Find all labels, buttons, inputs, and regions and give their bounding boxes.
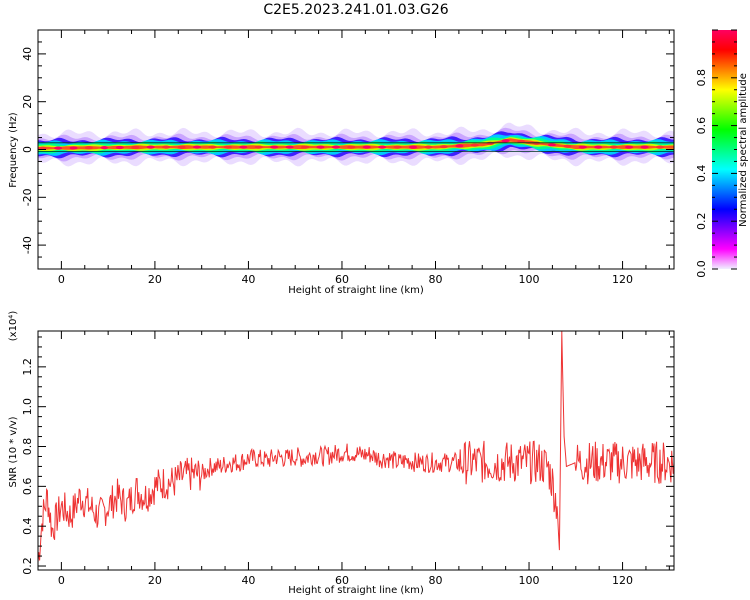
y-tick-label: 20 — [21, 95, 34, 109]
x-tick-label: 0 — [58, 273, 65, 286]
band-hotspot — [455, 144, 464, 148]
band-hotspot — [486, 141, 495, 145]
y-tick-label: 0 — [21, 146, 34, 153]
band-hotspot — [208, 145, 217, 149]
figure-title: C2E5.2023.241.01.03.G26 — [263, 2, 448, 18]
colorbar: 0.0 0.2 0.4 0.6 0.8 Normalized spectral ampl… — [695, 29, 749, 278]
snr-line-group — [37, 330, 675, 563]
band-hotspot — [146, 145, 155, 149]
snr-scale-label: (x10⁴) — [8, 311, 19, 342]
band-hotspot — [177, 145, 186, 149]
band-hotspot — [131, 145, 140, 149]
snr-series-line — [37, 330, 675, 563]
spectrogram-y-ticks: 40 20 0 -20 -40 — [21, 29, 674, 270]
x-tick-label: 60 — [335, 273, 349, 286]
colorbar-label: Normalized spectral amplitude — [738, 73, 749, 227]
snr-background — [38, 331, 674, 570]
x-tick-label: 40 — [241, 574, 255, 587]
band-hotspot — [223, 145, 232, 149]
band-hotspot — [100, 146, 109, 150]
x-tick-label: 40 — [241, 273, 255, 286]
spectrogram-panel: 0 20 40 60 80 100 120 40 20 0 -20 -40 Height of st… — [8, 29, 675, 296]
band-hotspot — [347, 145, 356, 149]
band-hotspot — [547, 143, 556, 147]
colorbar-ticks: 0.0 0.2 0.4 0.6 0.8 — [695, 29, 737, 278]
x-tick-label: 80 — [429, 273, 443, 286]
band-hotspot — [517, 139, 526, 143]
colorbar-tick-label: 0.0 — [695, 260, 708, 278]
x-tick-label: 120 — [612, 574, 633, 587]
colorbar-tick-label: 0.8 — [695, 69, 708, 87]
band-hotspot — [439, 145, 448, 149]
x-tick-label: 20 — [148, 574, 162, 587]
colorbar-tick-label: 0.2 — [695, 212, 708, 230]
band-hotspot — [362, 145, 371, 149]
y-tick-label: -20 — [21, 188, 34, 206]
band-hotspot — [609, 145, 618, 149]
x-tick-label: 20 — [148, 273, 162, 286]
snr-x-ticks: 0 20 40 60 80 100 120 — [37, 331, 670, 587]
y-tick-label: 0.4 — [21, 517, 34, 535]
band-hotspot — [594, 145, 603, 149]
band-hotspot — [69, 146, 78, 150]
x-tick-label: 100 — [519, 273, 540, 286]
band-hotspot — [501, 139, 510, 143]
band-hotspot — [640, 145, 649, 149]
x-tick-label: 120 — [612, 273, 633, 286]
band-hotspot — [563, 144, 572, 148]
snr-frame — [37, 330, 675, 571]
band-hotspot — [393, 145, 402, 149]
band-hotspot — [331, 145, 340, 149]
band-hotspot — [409, 145, 418, 149]
band-hotspot — [239, 145, 248, 149]
y-tick-label: 1.0 — [21, 398, 34, 416]
spectrogram-y-axis-label: Frequency (Hz) — [8, 112, 19, 188]
spectrogram-x-ticks: 0 20 40 60 80 100 120 — [37, 30, 670, 286]
band-hotspot — [162, 145, 171, 149]
band-hotspot — [655, 145, 664, 149]
band-hotspot — [254, 145, 263, 149]
band-hotspot — [285, 145, 294, 149]
x-tick-label: 60 — [335, 574, 349, 587]
spectrogram-x-axis-label: Height of straight line (km) — [288, 285, 424, 296]
band-hotspot — [115, 145, 124, 150]
x-tick-label: 0 — [58, 574, 65, 587]
band-hotspot — [54, 146, 63, 150]
y-tick-label: -40 — [21, 236, 34, 254]
snr-panel: 0 20 40 60 80 100 120 0.2 0.4 0.6 0.8 1.0 1.2 Heigh… — [8, 311, 675, 596]
band-hotspot — [270, 145, 279, 149]
x-tick-label: 100 — [519, 574, 540, 587]
band-hotspot — [424, 145, 433, 149]
band-hotspot — [193, 145, 201, 149]
band-hotspot — [470, 143, 479, 147]
colorbar-tick-label: 0.6 — [695, 117, 708, 135]
band-hotspot — [84, 146, 93, 150]
colorbar-gradient — [712, 30, 737, 269]
snr-x-axis-label: Height of straight line (km) — [288, 585, 424, 596]
band-hotspot — [301, 145, 310, 149]
y-tick-label: 0.8 — [21, 438, 34, 456]
y-tick-label: 40 — [21, 47, 34, 61]
band-hotspot — [378, 145, 387, 149]
colorbar-tick-label: 0.4 — [695, 165, 708, 183]
spectrogram-marks — [38, 122, 674, 167]
band-hotspot — [532, 141, 541, 145]
x-tick-label: 80 — [429, 574, 443, 587]
y-tick-label: 0.2 — [21, 557, 34, 575]
y-tick-label: 1.2 — [21, 358, 34, 376]
y-tick-label: 0.6 — [21, 478, 34, 496]
band-hotspot — [578, 145, 587, 149]
band-hotspot — [625, 145, 634, 149]
snr-y-ticks: 0.2 0.4 0.6 0.8 1.0 1.2 — [21, 336, 674, 575]
band-hotspot — [316, 145, 325, 149]
snr-y-axis-label: SNR (10 * v/v) — [8, 416, 19, 487]
